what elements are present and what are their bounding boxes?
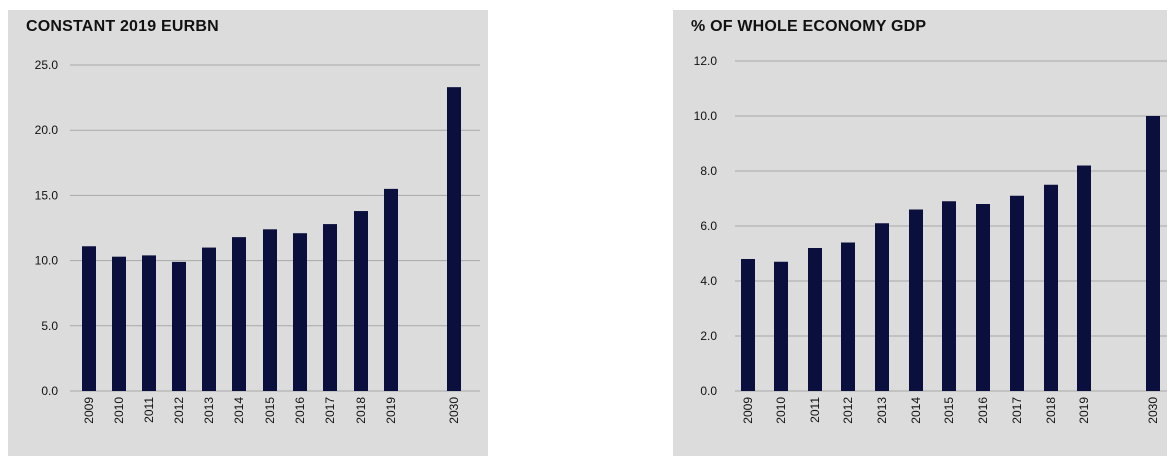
- chart-title: % OF WHOLE ECONOMY GDP: [691, 18, 927, 35]
- x-tick-label: 2013: [875, 397, 889, 424]
- x-tick-label: 2017: [1010, 397, 1024, 424]
- bar-chart-gdp-share: 0.0 2.0 4.0 6.0 8.0 10.0 12.0 2009 2010 2011 2012 2…: [694, 54, 1167, 424]
- bar-2013: [875, 223, 889, 391]
- x-tick-label: 2014: [909, 397, 923, 424]
- x-tick-label: 2015: [263, 397, 277, 424]
- bar-2015: [263, 229, 277, 391]
- y-tick-label: 4.0: [700, 274, 717, 288]
- x-tick-label: 2012: [841, 397, 855, 424]
- x-tick-label: 2011: [808, 397, 822, 423]
- bar-2014: [909, 209, 923, 391]
- x-tick-label: 2019: [384, 397, 398, 424]
- y-tick-label: 20.0: [35, 123, 59, 137]
- x-tick-label: 2009: [82, 397, 96, 424]
- y-tick-label: 8.0: [700, 164, 717, 178]
- chart-title: CONSTANT 2019 EURBN: [26, 18, 219, 35]
- y-tick-label: 2.0: [700, 329, 717, 343]
- bar-2018: [1044, 184, 1058, 391]
- y-tick-label: 6.0: [700, 219, 717, 233]
- bar-2018: [354, 211, 368, 391]
- x-tick-label: 2030: [1146, 397, 1160, 424]
- y-tick-label: 10.0: [35, 254, 59, 268]
- x-tick-label: 2016: [976, 397, 990, 424]
- y-tick-label: 5.0: [41, 319, 58, 333]
- bar-2009: [82, 246, 96, 391]
- x-tick-label: 2018: [354, 397, 368, 424]
- x-tick-label: 2030: [447, 397, 461, 424]
- y-tick-label: 10.0: [694, 109, 718, 123]
- bar-2014: [232, 237, 246, 391]
- x-tick-label: 2012: [172, 397, 186, 424]
- x-tick-label: 2010: [774, 397, 788, 424]
- bar-2011: [142, 255, 156, 391]
- bar-2019: [1077, 165, 1091, 391]
- x-tick-label: 2017: [323, 397, 337, 424]
- x-tick-label: 2014: [232, 397, 246, 424]
- bar-2016: [976, 204, 990, 391]
- bar-2030: [447, 87, 461, 391]
- x-tick-label: 2010: [112, 397, 126, 424]
- y-tick-label: 15.0: [35, 188, 59, 202]
- bar-2017: [1010, 195, 1024, 391]
- chart-panel-eurbn: CONSTANT 2019 EURBN 0.0 5.0 10.0 15.0 20.0 25…: [8, 10, 488, 456]
- x-tick-label: 2015: [942, 397, 956, 424]
- y-tick-label: 0.0: [700, 384, 717, 398]
- chart-panel-gdp-share: % OF WHOLE ECONOMY GDP 0.0 2.0 4.0 6.0 8.0 10…: [673, 10, 1167, 456]
- x-tick-label: 2016: [293, 397, 307, 424]
- y-tick-label: 12.0: [694, 54, 718, 68]
- y-tick-label: 25.0: [35, 58, 59, 72]
- bar-2010: [774, 261, 788, 391]
- bar-2011: [808, 248, 822, 391]
- x-tick-label: 2013: [202, 397, 216, 424]
- bar-2012: [841, 242, 855, 391]
- bar-2010: [112, 256, 126, 391]
- bar-chart-eurbn: 0.0 5.0 10.0 15.0 20.0 25.0 2009 2010 2011 2012 20…: [35, 58, 480, 424]
- x-tick-label: 2019: [1077, 397, 1091, 424]
- bar-2030: [1146, 116, 1160, 391]
- x-tick-label: 2018: [1044, 397, 1058, 424]
- x-tick-label: 2011: [142, 397, 156, 423]
- bar-2012: [172, 261, 186, 391]
- bar-2019: [384, 188, 398, 391]
- bar-2013: [202, 247, 216, 391]
- y-tick-label: 0.0: [41, 384, 58, 398]
- bar-2015: [942, 201, 956, 391]
- x-tick-label: 2009: [741, 397, 755, 424]
- bar-2016: [293, 233, 307, 391]
- bar-2009: [741, 259, 755, 391]
- bar-2017: [323, 224, 337, 391]
